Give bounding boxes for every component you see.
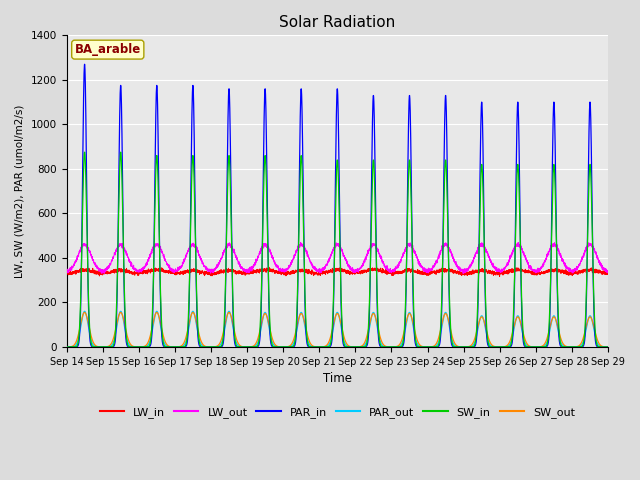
Title: Solar Radiation: Solar Radiation (279, 15, 396, 30)
Text: BA_arable: BA_arable (75, 43, 141, 56)
X-axis label: Time: Time (323, 372, 352, 385)
Y-axis label: LW, SW (W/m2), PAR (umol/m2/s): LW, SW (W/m2), PAR (umol/m2/s) (15, 105, 25, 278)
Legend: LW_in, LW_out, PAR_in, PAR_out, SW_in, SW_out: LW_in, LW_out, PAR_in, PAR_out, SW_in, S… (95, 402, 579, 422)
